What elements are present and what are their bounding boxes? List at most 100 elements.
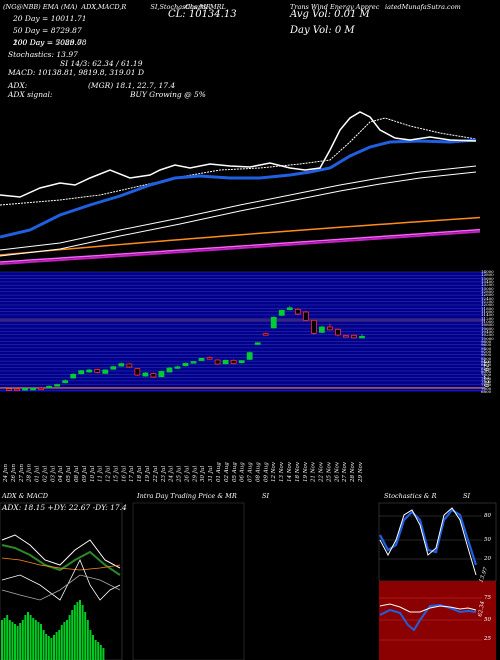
header-site: iatedMunafaSutra.com <box>385 3 461 11</box>
price-scale-tick: 7000 <box>481 385 492 391</box>
macd-hist-bar <box>53 635 55 660</box>
price-scale-tick: 13200 <box>481 282 494 288</box>
candle-body <box>142 372 149 377</box>
candle-body <box>254 342 261 345</box>
price-scale-tick: 12800 <box>481 289 494 294</box>
date-tick: 15 Jul <box>113 466 119 482</box>
macd-hist-bar <box>19 623 22 660</box>
ema-100-line <box>0 165 477 251</box>
candle-body <box>182 362 189 367</box>
macd-hist-bar <box>21 620 24 660</box>
macd-hist-bar <box>60 625 63 660</box>
si-panel-content <box>379 597 482 641</box>
date-tick: 31 Jul <box>208 466 214 482</box>
macd-hist-bar <box>89 630 92 660</box>
price-scale-tick: 11200 <box>481 315 494 321</box>
price-scale-tick: 7200 <box>481 382 492 388</box>
price-scale-tick: 10200 <box>481 332 494 338</box>
price-scale-tick: 14000 <box>481 269 494 274</box>
date-tick: 02 Aug <box>224 462 230 482</box>
right-label-2: 270 <box>482 375 490 388</box>
candle-body <box>86 369 93 373</box>
macd-hist-bar <box>27 612 29 660</box>
header-seg-2: ADX,MACD,R <box>81 3 127 11</box>
price-scale-tick: 9400 <box>481 345 492 351</box>
macd-hist-bar <box>97 642 100 660</box>
price-scale-tick: 8800 <box>481 355 492 361</box>
si-level-75: 75 <box>484 595 491 601</box>
macd-hist-bar <box>55 632 58 660</box>
date-tick: 08 Aug <box>255 462 261 482</box>
candle-body <box>278 309 285 316</box>
ema-200-line <box>0 216 481 256</box>
right-label-1: 329 <box>482 359 490 372</box>
candles <box>6 306 365 392</box>
candle-body <box>118 363 125 367</box>
date-tick: 25 Nov <box>326 461 332 483</box>
price-scale-tick: 10800 <box>481 322 494 328</box>
candle-body <box>262 333 269 336</box>
candle-body <box>78 370 85 375</box>
candle-body <box>246 352 253 360</box>
macd-hist-bar <box>81 605 84 660</box>
candle-body <box>174 366 181 369</box>
price-scale-tick: 6800 <box>481 389 492 394</box>
macd-hist-bar <box>1 620 3 660</box>
macd-hist-bar <box>86 620 89 660</box>
candle-body <box>359 336 365 339</box>
avg-volume: Avg Vol: 0.01 M <box>290 9 370 20</box>
candle-body <box>166 367 173 373</box>
header-charts: Charts <box>185 3 208 11</box>
date-tick: 29 Jul <box>192 466 198 483</box>
macd-hist-bar <box>11 622 14 660</box>
stoch-k-line <box>379 508 478 566</box>
macd-hist-bar <box>63 622 66 660</box>
macd-hist-bar <box>102 648 105 660</box>
ema-100-outer-line <box>0 171 477 257</box>
candle-body <box>126 363 133 368</box>
candle-body <box>14 388 20 392</box>
date-tick: 14 Nov <box>287 461 293 482</box>
adx-label: ADX: <box>8 81 28 90</box>
price-scale-tick: 7400 <box>481 379 492 384</box>
header-mrl: MRL <box>210 3 226 11</box>
si-label: SI 14/3: 62.34 / 61.19 <box>60 59 143 68</box>
date-tick: 07 Aug <box>248 462 254 482</box>
adx-series-line <box>1 557 121 571</box>
candle-body <box>351 334 357 339</box>
candle-body <box>238 360 245 364</box>
date-tick: 21 Nov <box>311 461 317 483</box>
ema-200-label: 200 Day = 5088.08 <box>13 38 87 47</box>
date-tick: 01 Jul <box>35 466 41 482</box>
candle-body <box>150 373 157 378</box>
macd-hist-bar <box>3 618 6 660</box>
date-tick: 30 Jul <box>200 466 206 482</box>
date-tick: 19 Jul <box>145 466 151 482</box>
macd-hist-bar <box>68 615 71 660</box>
date-tick: 28 Jun <box>27 464 33 483</box>
ema-50-line <box>0 117 477 206</box>
price-scale-tick: 11800 <box>481 305 494 311</box>
price-scale-tick: 13800 <box>481 272 494 278</box>
adx-panel-content <box>1 534 121 660</box>
price-scale-tick: 8000 <box>481 369 492 374</box>
price-scale-tick: 9000 <box>481 352 492 358</box>
macd-hist-bar <box>92 635 94 660</box>
candle-body <box>294 308 301 315</box>
date-tick: 09 Aug <box>263 462 269 482</box>
date-tick: 17 Jul <box>129 466 135 482</box>
price-scale-tick: 10000 <box>481 335 494 341</box>
candle-body <box>54 384 61 387</box>
header-seg-1: (NG@NBB) EMA (MA) <box>3 3 78 11</box>
macd-hist-bar <box>40 624 42 660</box>
date-tick: 26 Jun <box>11 464 17 483</box>
date-tick: 25 Jul <box>177 466 183 483</box>
date-tick: 11 Jul <box>98 466 104 482</box>
adx-series-line <box>1 559 121 601</box>
candle-body <box>134 368 141 376</box>
stoch-level-20: 20 <box>484 556 491 562</box>
intraday-panel <box>132 502 245 660</box>
candle-body <box>102 369 109 374</box>
adx-series-line <box>1 574 121 601</box>
